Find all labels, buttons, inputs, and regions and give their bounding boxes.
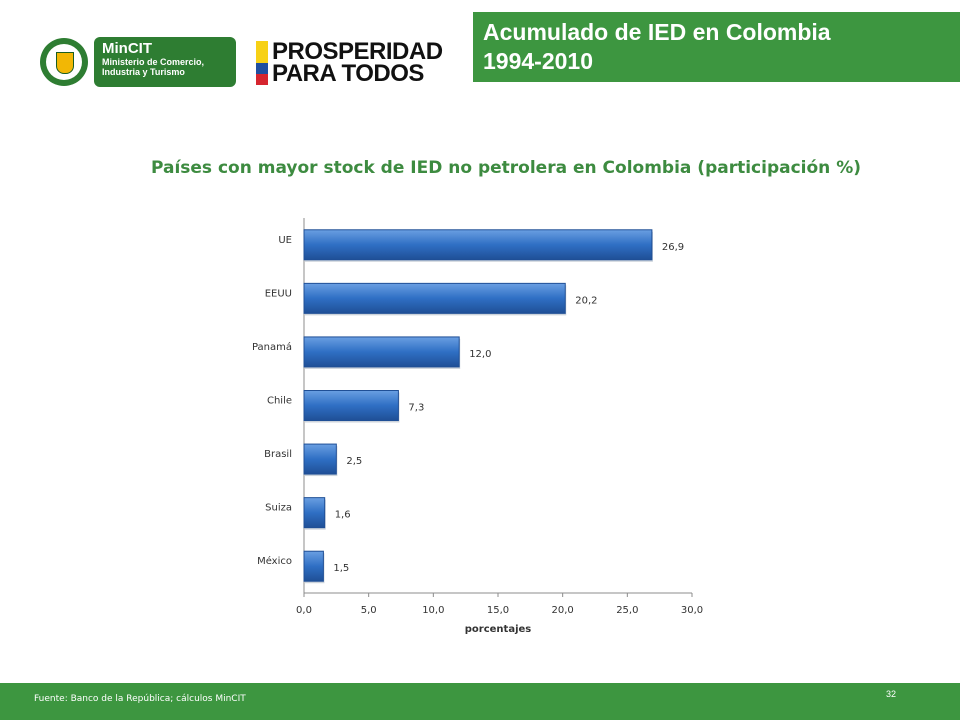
value-label: 20,2 bbox=[575, 295, 597, 306]
mincit-badge: MinCIT Ministerio de Comercio, Industria… bbox=[94, 37, 236, 87]
category-label: EEUU bbox=[265, 288, 292, 299]
mincit-subtitle-1: Ministerio de Comercio, bbox=[102, 57, 205, 67]
mincit-logo: MinCIT Ministerio de Comercio, Industria… bbox=[40, 34, 240, 90]
category-label: Brasil bbox=[264, 449, 292, 460]
source-note: Fuente: Banco de la República; cálculos … bbox=[34, 694, 246, 704]
value-label: 1,5 bbox=[333, 563, 349, 574]
bar bbox=[303, 497, 326, 529]
value-label: 12,0 bbox=[469, 349, 491, 360]
value-label: 26,9 bbox=[662, 242, 684, 253]
bar bbox=[303, 336, 460, 368]
bar-chart: UE 26,9 EEUU 20,2 Panamá 12,0 Chile 7,3 Brasil 2,… bbox=[252, 218, 703, 635]
page-number: 32 bbox=[886, 689, 897, 699]
category-label: Chile bbox=[267, 396, 292, 407]
category-label: Panamá bbox=[252, 341, 292, 353]
footer-bar: Fuente: Banco de la República; cálculos … bbox=[0, 683, 960, 720]
prosperidad-line-2: PARA TODOS bbox=[272, 60, 424, 87]
x-axis-title: porcentajes bbox=[465, 624, 532, 635]
value-label: 7,3 bbox=[408, 403, 424, 414]
bar bbox=[303, 282, 566, 314]
value-label: 2,5 bbox=[346, 456, 362, 467]
mincit-subtitle-2: Industria y Turismo bbox=[102, 67, 185, 77]
category-label: UE bbox=[278, 235, 292, 246]
chart-title: Países con mayor stock de IED no petrole… bbox=[150, 158, 862, 178]
category-label: Suiza bbox=[265, 503, 292, 514]
colombia-flag-icon bbox=[256, 41, 268, 85]
bar bbox=[303, 229, 653, 261]
slide-title-box: Acumulado de IED en Colombia 1994-2010 bbox=[473, 12, 960, 82]
x-tick-label: 5,0 bbox=[361, 605, 377, 616]
colombia-seal-icon bbox=[40, 38, 88, 86]
slide-title-line-1: Acumulado de IED en Colombia bbox=[483, 19, 831, 45]
bar bbox=[303, 550, 324, 582]
mincit-title: MinCIT bbox=[102, 40, 152, 57]
x-tick-label: 25,0 bbox=[616, 605, 638, 616]
x-tick-label: 30,0 bbox=[681, 605, 703, 616]
value-label: 1,6 bbox=[335, 510, 351, 521]
x-tick-label: 20,0 bbox=[552, 605, 574, 616]
x-tick-label: 15,0 bbox=[487, 605, 509, 616]
slide-title-line-2: 1994-2010 bbox=[483, 48, 593, 74]
prosperidad-logo: PROSPERIDAD PARA TODOS bbox=[256, 38, 443, 88]
category-label: México bbox=[257, 555, 292, 567]
prosperidad-line-1: PROSPERIDAD bbox=[272, 38, 443, 65]
bar bbox=[303, 443, 337, 475]
bar bbox=[303, 390, 399, 421]
x-tick-label: 10,0 bbox=[422, 605, 444, 616]
x-tick-label: 0,0 bbox=[296, 605, 312, 616]
